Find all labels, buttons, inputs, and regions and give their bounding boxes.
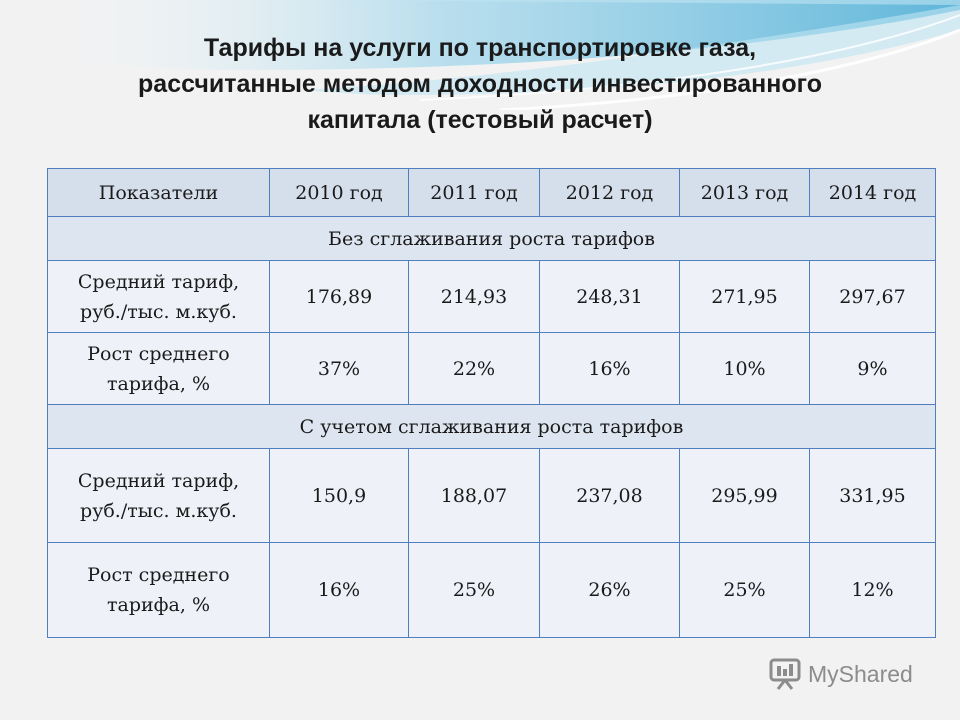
decorative-wave-background — [0, 0, 960, 110]
table-cell: 331,95 — [809, 448, 936, 543]
title-line-1: Тарифы на услуги по транспортировке газа… — [203, 34, 757, 62]
row-label: Рост среднего тарифа, % — [47, 332, 270, 405]
row-label-line: Рост среднего — [87, 342, 230, 365]
table-cell: 297,67 — [809, 260, 936, 333]
table-header-row: Показатели 2010 год 2011 год 2012 год 20… — [47, 168, 936, 217]
table-cell: 9% — [809, 332, 936, 405]
watermark-text: MyShared — [808, 660, 913, 687]
table-cell: 248,31 — [539, 260, 680, 333]
table-row: Рост среднего тарифа, % 16% 25% 26% 25% … — [47, 542, 936, 638]
table-cell: 188,07 — [408, 448, 540, 543]
header-2010: 2010 год — [269, 168, 409, 217]
header-2014: 2014 год — [809, 168, 936, 217]
header-2011: 2011 год — [408, 168, 540, 217]
row-label-line: тарифа, % — [107, 372, 210, 395]
row-label-line: руб./тыс. м.куб. — [80, 300, 237, 323]
row-label-line: Средний тариф, — [77, 270, 240, 293]
header-indicators: Показатели — [47, 168, 270, 217]
header-2012: 2012 год — [539, 168, 680, 217]
row-label-line: тарифа, % — [107, 594, 210, 616]
section-row: С учетом сглаживания роста тарифов — [47, 404, 936, 449]
section-title-without-smoothing: Без сглаживания роста тарифов — [47, 216, 936, 261]
table-cell: 16% — [269, 542, 409, 638]
section-title-with-smoothing: С учетом сглаживания роста тарифов — [47, 404, 936, 449]
table-cell: 37% — [269, 332, 409, 405]
table-cell: 150,9 — [269, 448, 409, 543]
row-label-line: Рост среднего — [87, 564, 230, 586]
table-row: Средний тариф, руб./тыс. м.куб. 150,9 18… — [47, 448, 936, 543]
table-cell: 12% — [809, 542, 936, 638]
table-cell: 176,89 — [269, 260, 409, 333]
watermark-logo: MyShared — [768, 657, 913, 691]
table-cell: 26% — [539, 542, 680, 638]
table-cell: 25% — [679, 542, 810, 638]
row-label: Рост среднего тарифа, % — [47, 542, 270, 638]
title-line-3: капитала (тестовый расчет) — [307, 106, 653, 134]
table-cell: 22% — [408, 332, 540, 405]
table-cell: 16% — [539, 332, 680, 405]
row-label-line: Средний тариф, — [77, 469, 240, 492]
section-row: Без сглаживания роста тарифов — [47, 216, 936, 261]
table-cell: 271,95 — [679, 260, 810, 333]
slide-title: Тарифы на услуги по транспортировке газа… — [60, 30, 900, 138]
presentation-board-icon — [769, 658, 801, 690]
title-line-2: рассчитанные методом доходности инвестир… — [138, 70, 822, 98]
row-label: Средний тариф, руб./тыс. м.куб. — [47, 260, 270, 333]
table-row: Рост среднего тарифа, % 37% 22% 16% 10% … — [47, 332, 936, 405]
table-cell: 214,93 — [408, 260, 540, 333]
table-cell: 25% — [408, 542, 540, 638]
table-row: Средний тариф, руб./тыс. м.куб. 176,89 2… — [47, 260, 936, 333]
row-label-line: руб./тыс. м.куб. — [80, 499, 237, 522]
table-cell: 237,08 — [539, 448, 680, 543]
row-label: Средний тариф, руб./тыс. м.куб. — [47, 448, 270, 543]
table-cell: 295,99 — [679, 448, 810, 543]
tariff-table: Показатели 2010 год 2011 год 2012 год 20… — [47, 168, 936, 638]
table-cell: 10% — [679, 332, 810, 405]
header-2013: 2013 год — [679, 168, 810, 217]
